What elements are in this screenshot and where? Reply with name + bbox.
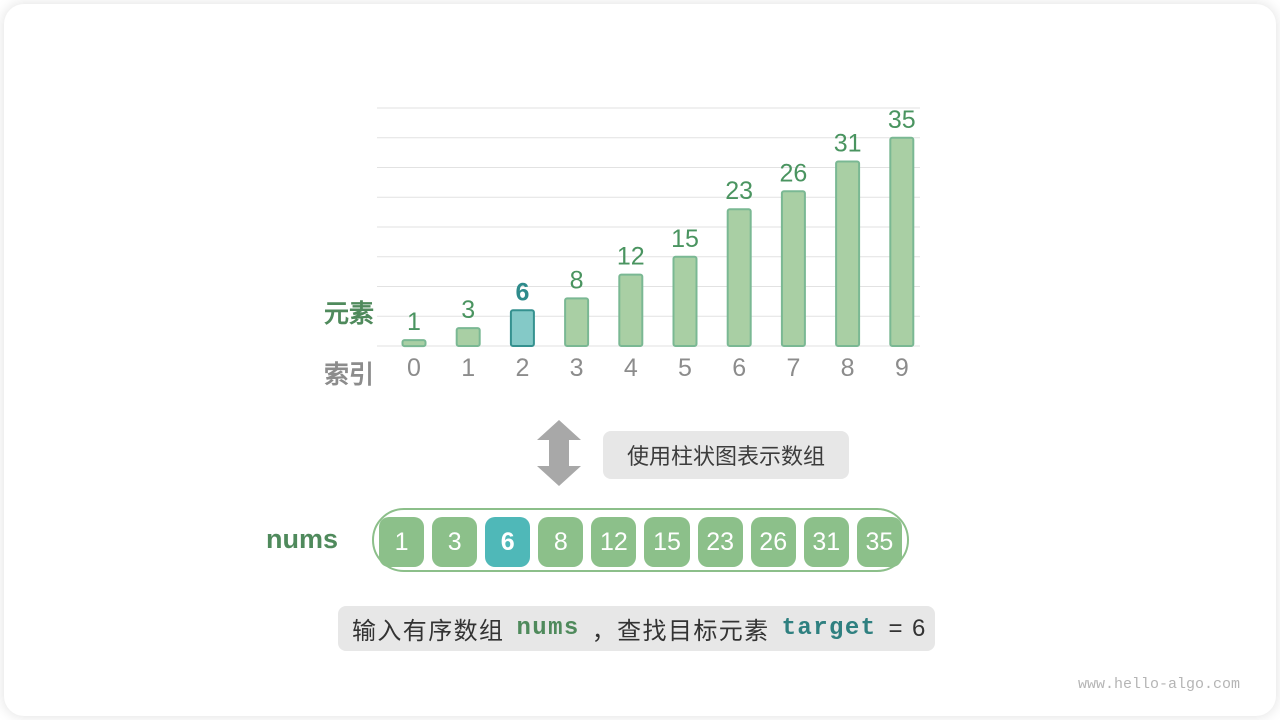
svg-text:8: 8 (570, 266, 584, 294)
svg-text:1: 1 (407, 308, 421, 336)
svg-text:1: 1 (461, 354, 475, 382)
svg-text:31: 31 (834, 130, 862, 158)
svg-text:23: 23 (725, 177, 753, 205)
svg-text:元素: 元素 (324, 300, 374, 328)
svg-text:15: 15 (671, 225, 699, 253)
svg-text:7: 7 (786, 354, 800, 382)
svg-text:5: 5 (678, 354, 692, 382)
svg-text:6: 6 (732, 354, 746, 382)
svg-text:4: 4 (624, 354, 638, 382)
svg-text:2: 2 (515, 354, 529, 382)
svg-text:3: 3 (570, 354, 584, 382)
svg-text:12: 12 (617, 243, 645, 271)
svg-text:6: 6 (515, 278, 529, 306)
svg-text:26: 26 (779, 159, 807, 187)
svg-text:35: 35 (888, 106, 916, 134)
svg-text:索引: 索引 (324, 361, 374, 389)
svg-text:9: 9 (895, 354, 909, 382)
svg-text:8: 8 (841, 354, 855, 382)
svg-text:3: 3 (461, 296, 475, 324)
svg-text:0: 0 (407, 354, 421, 382)
